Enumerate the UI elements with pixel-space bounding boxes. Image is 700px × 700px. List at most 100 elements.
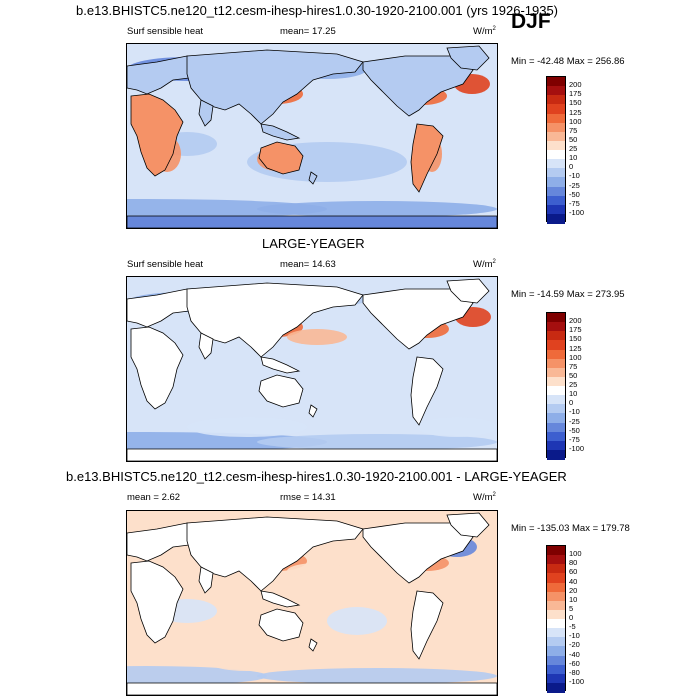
colorbar-tick-label: -75 [569,198,580,208]
colorbar-segment [547,564,565,574]
colorbar-tick-label: 40 [569,576,578,586]
panel3-minmax: Min = -135.03 Max = 179.78 [511,523,630,534]
colorbar-segment [547,204,565,215]
coastline-greenland [446,512,490,538]
colorbar-segment [547,186,565,197]
colorbar-tick-label: -75 [569,434,580,444]
coastline-africa [130,560,184,644]
colorbar-segment [547,376,565,387]
colorbar-box [546,76,566,224]
colorbar-tick-label: 175 [569,325,582,335]
colorbar-tick-label: 100 [569,116,582,126]
colorbar-segment [547,440,565,451]
coastline-samerica [410,123,444,193]
colorbar-segment [547,104,565,114]
colorbar-segment [547,140,565,151]
colorbar-tick-label: -50 [569,425,580,435]
colorbar-tick-label: 25 [569,144,578,153]
colorbar-tick-label: -10 [569,407,580,417]
colorbar-tick-label: 0 [569,613,574,622]
colorbar-segment [547,591,565,602]
positive-flux-region [287,563,347,579]
colorbar-segment [547,609,565,620]
colorbar-segment [547,131,565,142]
negative-flux-region [187,417,307,437]
panel1-variable-label: Surf sensible heat [127,26,204,37]
colorbar-segment [547,449,565,460]
colorbar-tick-label: 200 [569,316,582,326]
colorbar-segment [547,646,565,656]
coastline-australia [258,374,304,408]
colorbar-tick-label: -20 [569,640,580,650]
coastline-greenland [446,278,490,304]
colorbar-tick-label: -25 [569,180,580,190]
colorbar-segment [547,413,565,423]
coastline-seasia [260,590,301,608]
coastline-antarctic [127,682,497,695]
colorbar-segment [547,159,565,169]
colorbar-tick-label: -100 [569,443,585,453]
colorbar-segment [547,619,565,629]
colorbar-tick-label: -80 [569,667,580,677]
colorbar-tick-label: -50 [569,189,580,199]
coastline-nz [308,171,318,185]
colorbar-segment [547,331,565,341]
colorbar-segment [547,555,565,565]
colorbar-tick-label: 75 [569,361,578,371]
colorbar-tick-label: 100 [569,352,582,362]
colorbar-box [546,312,566,460]
colorbar-segment [547,673,565,684]
colorbar-segment [547,386,565,396]
coastline-africa [130,93,184,177]
colorbar-segment [547,628,565,638]
panel1-map [126,43,498,229]
colorbar-segment [547,582,565,593]
negative-flux-region [417,417,497,437]
colorbar-segment [547,77,565,87]
coastline-india [198,566,214,594]
colorbar-segment [547,150,565,160]
panel2-variable-label: Surf sensible heat [127,259,204,270]
colorbar-segment [547,86,565,96]
colorbar-segment [547,213,565,224]
negative-flux-region [127,199,327,219]
panel1-minmax: Min = -42.48 Max = 256.86 [511,56,625,67]
panel3-colorbar: 100 80 60 40 20 10 5 0 -5 -10 -20 -40 -60 -80 -100 [546,545,626,695]
panel2-minmax: Min = -14.59 Max = 273.95 [511,289,625,300]
colorbar-segment [547,340,565,350]
negative-flux-region [257,668,497,684]
colorbar-tick-label: 20 [569,585,578,595]
colorbar-segment [547,600,565,611]
colorbar-segment [547,177,565,187]
colorbar-tick-label: 125 [569,107,582,117]
coastline-seasia [260,356,301,374]
colorbar-segment [547,367,565,378]
colorbar-segment [547,395,565,405]
colorbar-tick-label: 0 [569,162,574,172]
panel3-title: b.e13.BHISTC5.ne120_t12.cesm-ihesp-hires… [66,469,567,484]
panel2-units: W/m2 [473,259,496,271]
colorbar-box [546,545,566,693]
colorbar-segment [547,546,565,556]
colorbar-segment [547,431,565,442]
colorbar-segment [547,95,565,105]
colorbar-segment [547,682,565,693]
colorbar-segment [547,573,565,583]
season-label: DJF [511,10,551,33]
colorbar-tick-label: -100 [569,676,585,686]
colorbar-tick-label: 125 [569,343,582,353]
negative-flux-region [127,432,327,452]
colorbar-tick-label: 10 [569,153,578,163]
coastline-greenland [446,45,490,71]
coastline-samerica [410,356,444,426]
coastline-seasia [260,123,301,141]
colorbar-segment [547,404,565,414]
negative-flux-region [257,434,497,450]
positive-flux-region [287,329,347,345]
colorbar-segment [547,655,565,666]
panel3-units: W/m2 [473,492,496,504]
colorbar-segment [547,322,565,332]
negative-flux-region [327,607,387,635]
colorbar-segment [547,349,565,360]
panel2-map [126,276,498,462]
